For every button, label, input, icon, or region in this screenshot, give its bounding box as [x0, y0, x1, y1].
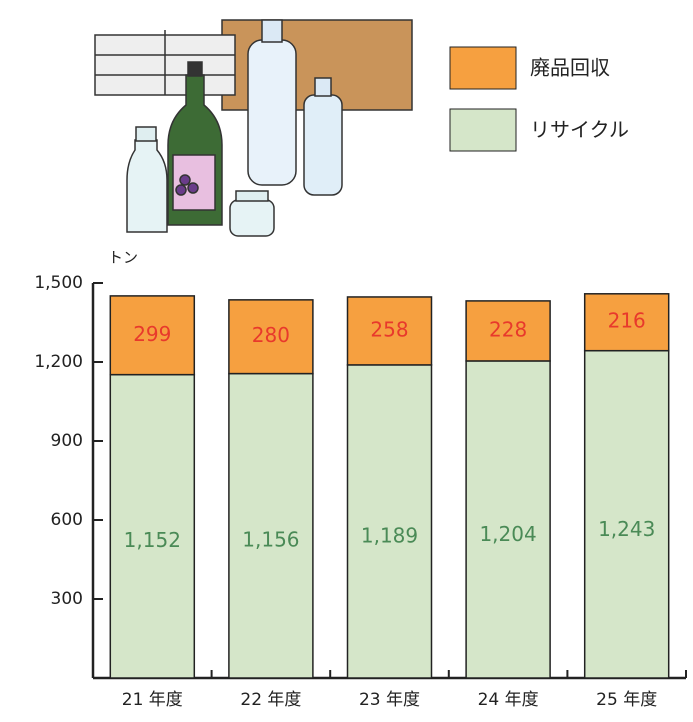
chart: トン 廃品回収リサイクル 300 600 900 1,200 1,500 1,152 299…: [0, 0, 693, 722]
legend-label: 廃品回収: [530, 56, 610, 80]
legend-label: リサイクル: [530, 118, 629, 142]
y-tick-label: 1,500: [34, 273, 83, 293]
bar-segment: [229, 374, 313, 678]
data-label: 1,152: [124, 528, 181, 552]
illustration: [95, 20, 412, 236]
x-tick-label: 25 年度: [596, 690, 657, 710]
legend-swatch: [450, 47, 516, 89]
data-label: 1,243: [598, 517, 655, 541]
y-tick-label: 900: [51, 431, 83, 451]
bar-segment: [348, 365, 432, 678]
y-tick-label: 300: [51, 589, 83, 609]
data-label: 1,156: [242, 528, 299, 552]
x-tick-label: 23 年度: [359, 690, 420, 710]
legend-swatch: [450, 109, 516, 151]
unit-label: トン: [108, 249, 138, 267]
x-tick-label: 21 年度: [122, 690, 183, 710]
y-tick-label: 600: [51, 510, 83, 530]
data-label: 258: [370, 317, 408, 341]
data-label: 228: [489, 317, 527, 341]
data-label: 1,189: [361, 524, 418, 548]
y-tick-label: 1,200: [34, 352, 83, 372]
x-tick-label: 22 年度: [240, 690, 301, 710]
data-label: 1,204: [479, 522, 536, 546]
bar-segment: [466, 361, 550, 678]
x-tick-label: 24 年度: [478, 690, 539, 710]
bar-segment: [110, 375, 194, 678]
bar-segment: [585, 351, 669, 678]
data-label: 280: [252, 323, 290, 347]
data-label: 299: [133, 322, 171, 346]
data-label: 216: [608, 309, 646, 333]
